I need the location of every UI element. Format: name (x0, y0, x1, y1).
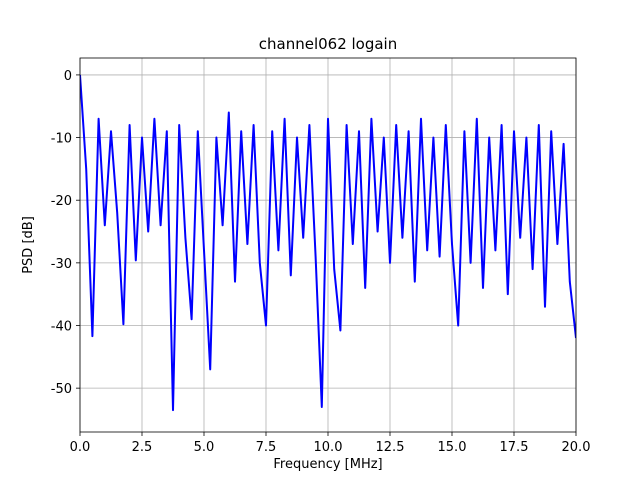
x-tick-label: 2.5 (132, 440, 153, 455)
y-tick-label: -20 (51, 194, 72, 209)
y-tick-label: -40 (51, 320, 72, 335)
x-tick-label: 10.0 (314, 440, 343, 455)
x-tick-label: 15.0 (438, 440, 467, 455)
x-tick-label: 20.0 (562, 440, 591, 455)
y-tick-label: 0 (64, 69, 72, 84)
y-tick-label: -10 (51, 132, 72, 147)
chart-title: channel062 logain (259, 35, 398, 53)
plot-area (80, 74, 576, 412)
series-line (80, 74, 576, 412)
x-tick-label: 17.5 (500, 440, 529, 455)
y-tick-label: -50 (51, 382, 72, 397)
x-tick-label: 7.5 (256, 440, 277, 455)
y-tick-label: -30 (51, 257, 72, 272)
x-tick-label: 0.0 (70, 440, 91, 455)
x-axis-label: Frequency [MHz] (273, 457, 382, 472)
y-axis-label: PSD [dB] (21, 216, 36, 274)
x-tick-label: 12.5 (376, 440, 405, 455)
x-tick-label: 5.0 (194, 440, 215, 455)
